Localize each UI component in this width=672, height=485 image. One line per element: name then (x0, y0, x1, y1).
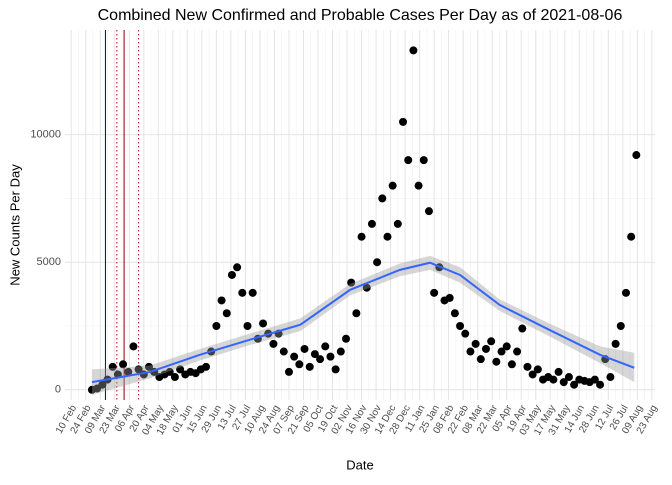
y-axis-label: New Counts Per Day (7, 164, 22, 286)
data-point (295, 360, 304, 369)
data-point (476, 355, 485, 364)
data-point (227, 270, 236, 279)
x-axis-label: Date (346, 457, 373, 472)
data-point (222, 309, 231, 318)
smooth-line (91, 261, 635, 384)
data-point (362, 283, 371, 292)
data-point (497, 347, 506, 356)
data-point (342, 334, 351, 343)
data-point (124, 367, 133, 376)
data-point (466, 347, 475, 356)
data-point (284, 367, 293, 376)
data-point (331, 365, 340, 374)
data-point (388, 181, 397, 190)
data-point (336, 347, 345, 356)
data-point (461, 329, 470, 338)
data-point (549, 375, 558, 384)
data-point (269, 339, 278, 348)
data-point (450, 309, 459, 318)
data-point (533, 365, 542, 374)
data-point (481, 344, 490, 353)
data-point (357, 232, 366, 241)
data-point (518, 324, 527, 333)
data-point (611, 339, 620, 348)
data-point (373, 258, 382, 267)
chart-title: Combined New Confirmed and Probable Case… (98, 7, 623, 24)
data-point (321, 342, 330, 351)
data-point (352, 309, 361, 318)
data-point (456, 322, 465, 330)
data-point (570, 380, 579, 389)
data-point (108, 362, 117, 371)
data-point (248, 288, 257, 297)
data-point (310, 350, 319, 359)
data-point (502, 342, 511, 351)
data-point (290, 352, 299, 361)
data-point (367, 219, 376, 228)
data-point (632, 151, 641, 160)
data-point (233, 263, 242, 272)
data-point (202, 362, 211, 371)
data-point (300, 344, 309, 353)
data-point (414, 181, 423, 190)
y-tick-label: 10000 (30, 129, 61, 141)
data-point (399, 117, 408, 126)
data-point (627, 232, 636, 241)
data-point (326, 352, 335, 361)
data-point (98, 380, 107, 389)
data-point (119, 360, 128, 369)
data-point (259, 319, 268, 328)
data-point (590, 375, 599, 384)
data-point (144, 362, 153, 371)
data-point (279, 347, 288, 356)
data-point (430, 288, 439, 297)
data-point (621, 288, 630, 297)
data-point (419, 156, 428, 165)
data-point (606, 373, 615, 382)
data-point (176, 365, 185, 374)
data-point (170, 373, 179, 382)
data-point (616, 322, 625, 330)
y-tick-label: 0 (55, 384, 61, 396)
data-point (217, 296, 226, 305)
data-point (129, 342, 138, 351)
data-point (564, 373, 573, 382)
data-point (316, 355, 325, 364)
data-point (507, 360, 516, 369)
data-point (559, 378, 568, 387)
data-point (487, 337, 496, 346)
data-point (554, 367, 563, 376)
data-point (445, 293, 454, 302)
data-point (409, 46, 418, 55)
data-point (393, 219, 402, 228)
data-point (404, 156, 413, 165)
data-point (383, 232, 392, 241)
data-point (134, 365, 143, 374)
data-point (243, 322, 252, 330)
data-point (492, 357, 501, 366)
data-point (238, 288, 247, 297)
data-point (212, 322, 221, 330)
data-point (424, 207, 433, 216)
data-point (305, 362, 314, 371)
data-point (347, 278, 356, 287)
data-point (471, 339, 480, 348)
data-point (165, 367, 174, 376)
data-point (523, 362, 532, 371)
data-point (596, 380, 605, 389)
data-point (378, 194, 387, 203)
y-tick-label: 5000 (37, 256, 61, 268)
data-point (513, 347, 522, 356)
data-point (528, 370, 537, 379)
